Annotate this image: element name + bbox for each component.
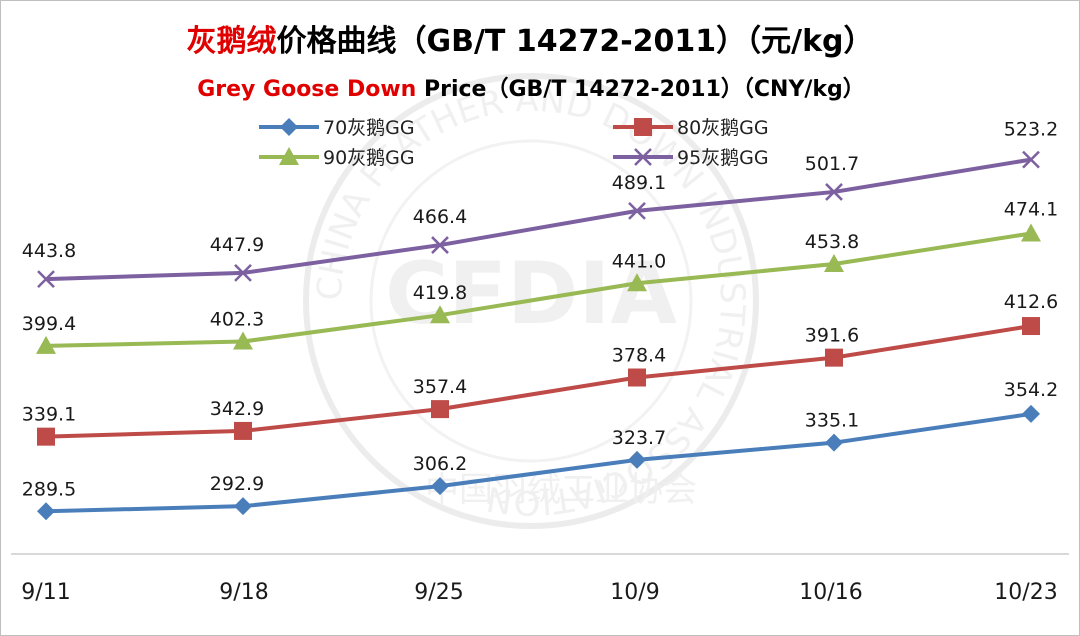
- data-label: 447.9: [210, 234, 264, 256]
- x-tick-label: 10/23: [994, 580, 1057, 605]
- data-label: 292.9: [210, 473, 264, 495]
- x-tick-label: 9/18: [219, 580, 268, 605]
- data-point: [430, 305, 450, 324]
- data-label: 412.6: [1004, 291, 1058, 313]
- x-tick-label: 9/11: [21, 580, 70, 605]
- legend-label: 70灰鹅GG: [323, 117, 415, 139]
- data-point: [628, 450, 646, 469]
- legend-marker: [280, 118, 298, 136]
- series-2: 339.1 342.9 357.4 378.4 391.6 412.6: [22, 291, 1058, 446]
- data-label: 289.5: [22, 478, 76, 500]
- data-label: 501.7: [805, 153, 859, 175]
- data-point: [234, 264, 252, 282]
- data-label: 419.8: [413, 282, 467, 304]
- legend-label: 90灰鹅GG: [323, 147, 415, 169]
- data-label: 357.4: [413, 376, 467, 398]
- data-point: [431, 477, 449, 496]
- series-line: [45, 231, 1032, 348]
- legend-label: 95灰鹅GG: [677, 147, 769, 169]
- x-tick-label: 10/16: [799, 580, 862, 605]
- series-line: [45, 157, 1032, 282]
- data-label: 339.1: [22, 404, 76, 426]
- x-axis-ticks: 9/11 9/18 9/25 10/9 10/16 10/23: [21, 580, 1057, 605]
- legend-marker: [279, 147, 299, 165]
- watermark-brand-text: CFDIA: [385, 244, 677, 344]
- data-label: 443.8: [22, 240, 76, 262]
- legend-item: 95灰鹅GG: [613, 147, 769, 169]
- chart-title: 灰鹅绒价格曲线（GB/T 14272-2011）（元/kg）: [186, 24, 873, 59]
- data-point: [627, 273, 647, 292]
- legend-item: 70灰鹅GG: [259, 117, 415, 139]
- series-line: [45, 411, 1032, 514]
- legend-item: 80灰鹅GG: [613, 117, 769, 139]
- series-3: 399.4 402.3 419.8 441.0 453.8 474.1: [22, 198, 1058, 354]
- data-point: [233, 331, 253, 350]
- data-point: [1021, 223, 1041, 242]
- data-point: [825, 348, 843, 367]
- data-label: 489.1: [612, 172, 666, 194]
- data-label: 523.2: [1004, 119, 1058, 141]
- data-point: [37, 270, 55, 288]
- data-point: [234, 421, 252, 440]
- data-point: [1022, 317, 1040, 336]
- chart-title-rest: 价格曲线（GB/T 14272-2011）（元/kg）: [276, 24, 873, 59]
- data-label: 306.2: [413, 453, 467, 475]
- data-label: 342.9: [210, 398, 264, 420]
- x-tick-label: 9/25: [414, 580, 463, 605]
- legend-marker: [634, 118, 652, 136]
- legend-marker: [634, 148, 652, 166]
- series-line: [45, 324, 1032, 439]
- chart-subtitle-highlight: Grey Goose Down: [197, 77, 416, 102]
- data-point: [234, 497, 252, 516]
- data-label: 335.1: [805, 410, 859, 432]
- data-label: 402.3: [210, 309, 264, 331]
- legend-label: 80灰鹅GG: [677, 117, 769, 139]
- data-point: [825, 183, 843, 201]
- data-point: [37, 502, 55, 521]
- chart-legend: 70灰鹅GG 80灰鹅GG 90灰鹅GG 95灰鹅GG: [259, 117, 769, 169]
- data-point: [1022, 404, 1040, 423]
- data-label: 466.4: [413, 206, 467, 228]
- data-label: 453.8: [805, 231, 859, 253]
- data-label: 474.1: [1004, 198, 1058, 220]
- chart-subtitle: Grey Goose Down Price（GB/T 14272-2011）（C…: [197, 77, 865, 102]
- data-label: 399.4: [22, 313, 76, 335]
- data-point: [431, 236, 449, 254]
- chart-subtitle-rest: Price（GB/T 14272-2011）（CNY/kg）: [416, 77, 864, 102]
- data-point: [824, 254, 844, 273]
- x-tick-label: 10/9: [610, 580, 659, 605]
- legend-item: 90灰鹅GG: [259, 147, 415, 169]
- chart-title-highlight: 灰鹅绒: [186, 24, 276, 59]
- series-layer: 289.5 292.9 306.2 323.7 335.1 354.2 339.1 342.9…: [22, 119, 1058, 521]
- data-point: [628, 368, 646, 387]
- data-point: [36, 335, 56, 354]
- data-label: 323.7: [612, 427, 666, 449]
- data-label: 354.2: [1004, 379, 1058, 401]
- series-1: 289.5 292.9 306.2 323.7 335.1 354.2: [22, 379, 1058, 521]
- watermark-bottom-text: 中国羽绒工业协会: [425, 470, 697, 510]
- data-label: 391.6: [805, 325, 859, 347]
- data-point: [37, 427, 55, 446]
- data-point: [825, 433, 843, 452]
- series-4: 443.8 447.9 466.4 489.1 501.7 523.2: [22, 119, 1058, 288]
- data-point: [628, 202, 646, 220]
- data-point: [1022, 150, 1040, 169]
- data-label: 378.4: [612, 345, 666, 367]
- data-label: 441.0: [612, 250, 666, 272]
- data-point: [431, 400, 449, 419]
